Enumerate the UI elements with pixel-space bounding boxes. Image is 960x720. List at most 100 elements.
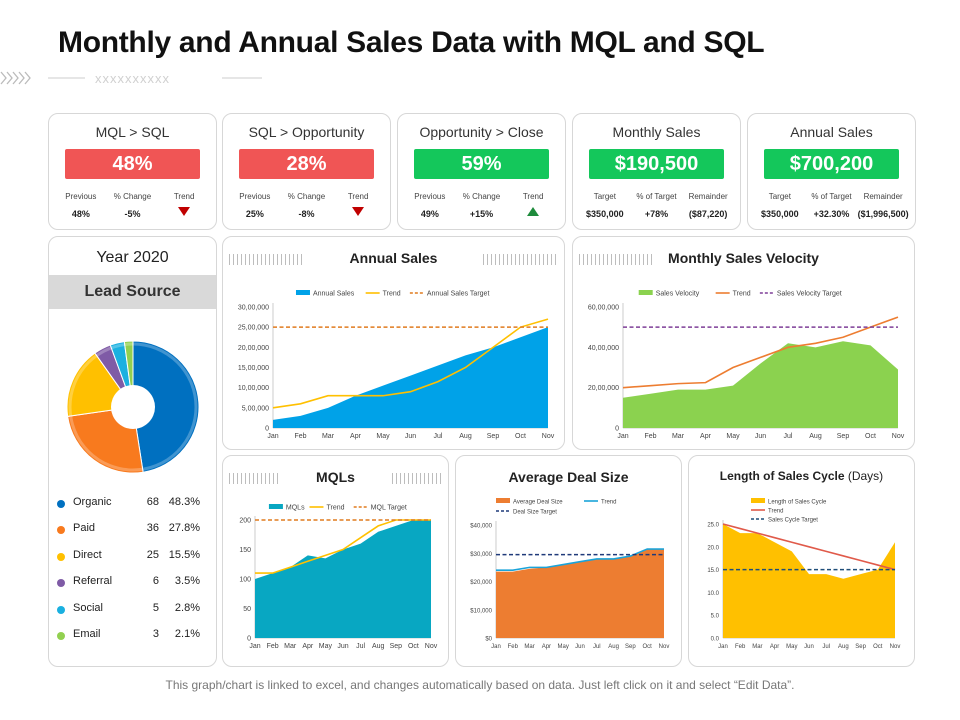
x-tick-label: Feb (644, 433, 656, 440)
kpi-col-header: % Change (462, 192, 501, 201)
y-tick-label: 5.0 (711, 614, 720, 620)
y-tick-label: $30,000 (470, 552, 492, 558)
kpi-col-value: ($87,220) (688, 209, 728, 219)
x-tick-label: Aug (838, 644, 849, 650)
y-tick-label: $0 (485, 637, 492, 643)
series-area[interactable] (723, 524, 895, 638)
legend-label: Deal Size Target (513, 510, 557, 516)
legend-swatch (268, 504, 283, 509)
mqls-chart[interactable]: 0 50 100 150 200 Jan Feb Mar Apr May Jun Jul Aug Sep O… (223, 456, 450, 668)
kpi-col-value: ($1,996,500) (857, 209, 909, 219)
legend-label: Trend (768, 509, 783, 515)
hatch-decoration (229, 254, 304, 265)
kpi-card: MQL > SQL 48% Previous 48% % Change -5% Trend (48, 113, 217, 230)
pie-hole (111, 385, 155, 429)
y-tick-label: $10,000 (470, 608, 492, 614)
hatch-decoration (229, 473, 279, 484)
series-area[interactable] (255, 520, 431, 638)
series-area[interactable] (496, 549, 664, 638)
kpi-label: SQL > Opportunity (248, 124, 365, 140)
lead-legend-row: Email 3 2.1% (57, 628, 208, 644)
kpi-value: 59% (414, 149, 549, 179)
trend-line[interactable] (622, 316, 899, 389)
x-tick-label: Jan (491, 644, 501, 650)
x-tick-label: Apr (542, 644, 551, 650)
sales-velocity-card: Monthly Sales Velocity 0 20,00,000 40,00,0… (572, 236, 915, 450)
x-tick-label: Jul (784, 433, 793, 440)
lead-source-percent: 48.3% (168, 496, 200, 508)
trend-line[interactable] (272, 318, 549, 409)
kpi-col-header: % Change (113, 192, 152, 201)
kpi-col-value: $350,000 (586, 209, 624, 219)
y-tick-label: 150 (239, 547, 251, 554)
hatch-decoration (579, 254, 654, 265)
x-tick-label: Sep (487, 433, 500, 440)
legend-dot-icon (57, 552, 65, 561)
x-tick-label: Mar (524, 644, 534, 650)
x-tick-label: Apr (770, 644, 779, 650)
x-tick-label: May (558, 644, 569, 650)
sales-velocity-title: Monthly Sales Velocity (668, 250, 819, 266)
kpi-col-header: Remainder (863, 192, 903, 201)
y-tick-label: 100 (239, 577, 251, 584)
sales-cycle-title-text: Length of Sales Cycle (719, 469, 845, 483)
kpi-col-header: Previous (65, 192, 97, 201)
y-tick-label: 20.0 (707, 545, 719, 551)
kpi-value: 48% (65, 149, 200, 179)
kpi-col-header: Trend (173, 192, 195, 201)
trend-line[interactable] (496, 548, 664, 571)
kpi-col-header: Trend (522, 192, 544, 201)
x-tick-label: Jul (356, 643, 365, 650)
x-tick-label: Aug (372, 643, 385, 650)
mqls-card: MQLs 0 50 100 150 200 Jan Feb Mar Apr May Jun Jul Au… (222, 455, 449, 667)
x-tick-label: Sep (837, 433, 850, 440)
lead-source-name: Referral (73, 575, 113, 588)
x-tick-label: Nov (890, 644, 901, 650)
sales-cycle-chart[interactable]: 0.0 5.0 10.0 15.0 20.0 25.0 Jan Feb Mar Apr May Jun… (689, 456, 916, 668)
sales-velocity-chart[interactable]: 0 20,00,000 40,00,000 60,00,000 Jan Feb Mar Apr… (573, 237, 916, 451)
annual-sales-chart[interactable]: 0 5,00,000 10,00,000 15,00,000 20,00,000 25,0… (223, 237, 566, 451)
x-tick-label: Jun (575, 644, 585, 650)
kpi-value: 28% (239, 149, 374, 179)
lead-source-count: 5 (152, 601, 159, 614)
kpi-col-value: -8% (298, 209, 315, 219)
kpi-card: SQL > Opportunity 28% Previous 25% % Change -… (222, 113, 391, 230)
series-area[interactable] (273, 327, 548, 428)
y-tick-label: 10,00,000 (238, 385, 269, 392)
y-tick-label: 20,00,000 (588, 385, 619, 392)
pie-ring-highlight (68, 342, 198, 472)
kpi-card: Opportunity > Close 59% Previous 49% % Chang… (397, 113, 566, 230)
kpi-col-value: +78% (644, 209, 669, 219)
x-tick-label: Sep (390, 643, 403, 650)
x-tick-label: Apr (302, 643, 314, 650)
series-area[interactable] (623, 341, 898, 428)
legend-label: Average Deal Size (513, 500, 563, 506)
x-tick-label: Jul (593, 644, 601, 650)
pie-slice-organic[interactable] (132, 340, 200, 473)
legend-label: Trend (733, 291, 751, 298)
legend-swatch (751, 498, 765, 503)
lead-source-name: Email (73, 628, 101, 640)
x-tick-label: Nov (542, 433, 555, 440)
lead-source-pie-chart[interactable] (49, 332, 216, 482)
lead-source-name: Organic (73, 496, 112, 508)
kpi-col-header: % of Target (636, 192, 677, 201)
x-tick-label: May (786, 644, 797, 650)
x-tick-label: Nov (425, 643, 438, 650)
x-tick-label: Oct (643, 644, 653, 650)
x-tick-label: Jan (617, 433, 628, 440)
trend-line[interactable] (722, 523, 896, 571)
sales-cycle-subtitle: (Days) (847, 469, 884, 483)
x-tick-label: Nov (659, 644, 670, 650)
y-tick-label: 15,00,000 (238, 365, 269, 372)
legend-dot-icon (57, 526, 65, 535)
footer-note: This graph/chart is linked to excel, and… (165, 678, 795, 692)
kpi-col-header: Trend (347, 192, 369, 201)
legend-swatch (638, 290, 653, 295)
legend-label: Annual Sales Target (427, 291, 490, 298)
hatch-decoration (483, 254, 558, 265)
lead-source-count: 36 (146, 522, 159, 535)
x-tick-label: Apr (700, 433, 712, 440)
kpi-label: Annual Sales (790, 124, 873, 140)
